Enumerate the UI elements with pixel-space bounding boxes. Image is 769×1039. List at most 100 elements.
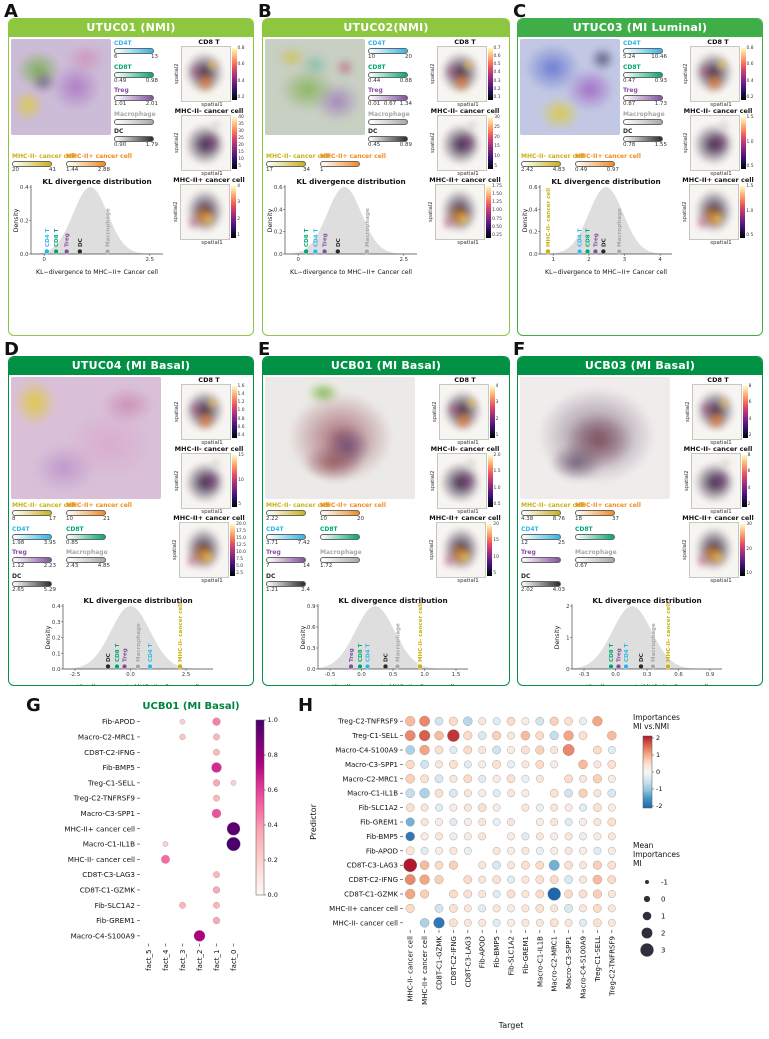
spatial-density-blob [457, 132, 477, 154]
colorbar-tick: 15 [238, 150, 244, 155]
importance-dot [478, 890, 487, 898]
colorbar-tick: 20 [746, 546, 752, 552]
svg-text:0: 0 [42, 257, 46, 263]
spatial-colorbar [488, 117, 494, 169]
kl-point-label: CD4 T [313, 228, 319, 247]
importance-dot [535, 745, 545, 755]
legend-tick: 41 [49, 167, 56, 173]
spatial-plot-title: MHC-II+ cancer cell [682, 514, 754, 522]
colorbar-tick: 17.5 [236, 529, 246, 534]
importance-dot [492, 789, 501, 798]
legend-macrophage: Macrophage 1.72 [320, 549, 372, 570]
legend-mhc-ii-cancer-cell: MHC-II- cancer cell 17 34 [266, 153, 329, 174]
spatial-xlabel: spatial1 [457, 578, 479, 584]
kl-point-label: CD4 T [148, 643, 154, 662]
legend-gradient-bar [114, 135, 154, 142]
importance-dot [420, 818, 429, 826]
svg-text:1: 1 [656, 751, 660, 759]
svg-text:4: 4 [658, 257, 662, 263]
importance-dot [564, 889, 573, 899]
kl-point-label: CD8 T [609, 643, 615, 662]
importance-dot [478, 918, 487, 927]
spatial-density-blob [699, 401, 715, 418]
legend-tick: 0.93 [654, 77, 667, 84]
spatial-colorbar [232, 117, 238, 169]
importance-dot [550, 760, 559, 769]
spatial-ylabel: spatial2 [682, 539, 689, 561]
importance-dot [579, 846, 587, 855]
importance-dot [521, 760, 530, 769]
spatial-colorbar-ticks: 8 6 4 2 [749, 384, 752, 438]
legend-tick: 0.44 [368, 77, 381, 84]
kl-point-label: Treg [123, 648, 129, 662]
legend-tick: 0.85 [66, 539, 79, 546]
colorbar-tick: 30 [238, 129, 244, 134]
importance-dot [449, 832, 458, 841]
importance-dot [435, 818, 443, 826]
svg-text:Fib-APOD: Fib-APOD [479, 936, 487, 968]
importance-dot [507, 789, 515, 798]
kl-point-label: CD8 T [586, 228, 592, 247]
tissue-region-blob [307, 381, 340, 404]
legend-gradient-bar [320, 510, 360, 516]
svg-text:0: 0 [661, 896, 665, 904]
legend-gradient-bar [266, 533, 306, 540]
panel-A-box: UTUC01 (NMI) CD4T 6 13 CD8T 0.49 0.98 Treg 1.01… [8, 18, 254, 336]
importance-dot [405, 716, 416, 727]
importance-dot [507, 746, 515, 754]
kl-point [335, 248, 341, 254]
importance-dot [607, 846, 616, 855]
spatial-colorbar-ticks: 0.7 0.6 0.5 0.4 0.3 0.2 0.1 [494, 46, 501, 100]
svg-text:0.9: 0.9 [307, 604, 316, 610]
svg-text:2.5: 2.5 [400, 257, 409, 263]
spatial-density-blob [711, 212, 724, 226]
legend-tick: 21 [103, 516, 110, 522]
colorbar-tick: 20 [494, 134, 500, 140]
panel-D: D UTUC04 (MI Basal) MHC-II- cancer cell 8… [4, 339, 256, 690]
legend-tick: 37 [612, 516, 619, 522]
svg-text:0.0: 0.0 [268, 891, 278, 899]
kl-point [114, 663, 120, 670]
factor-dot [161, 855, 170, 864]
svg-text:Fib-GREM1: Fib-GREM1 [522, 936, 530, 974]
spatial-colorbar-ticks: 4 3 2 1 [237, 184, 240, 238]
importance-dot [593, 760, 602, 769]
legend-tick: 0.67 [383, 101, 397, 107]
spatial-plot-row: spatial2 4 3 2 1 [432, 384, 498, 440]
importance-dot [520, 730, 531, 741]
svg-text:CD8T-C3-LAG3: CD8T-C3-LAG3 [464, 936, 472, 987]
tissue-region-blob [315, 82, 360, 121]
spatial-colorbar [487, 455, 493, 507]
legend-ticks: 20 41 [12, 167, 56, 174]
legend-gradient-bar [114, 48, 154, 54]
svg-text:KL−divergence to MHC−II+ Cance: KL−divergence to MHC−II+ Cancer cell [545, 269, 667, 276]
kl-point [177, 663, 183, 670]
legend-name: MHC-II+ cancer cell [575, 153, 641, 160]
factor-dot [212, 717, 221, 726]
legend-gradient-bar [12, 557, 52, 563]
spatial-plot-title: CD8 T [454, 38, 476, 46]
size-legend-dot [641, 927, 653, 939]
svg-text:Fib-BMP5: Fib-BMP5 [102, 763, 135, 772]
colorbar-tick: 10 [238, 477, 244, 483]
importance-dot [419, 874, 430, 885]
importance-dot [434, 904, 444, 913]
spatial-plot-title: CD8 T [198, 38, 220, 46]
spatial-xlabel: spatial1 [710, 102, 732, 108]
tissue-region-blob [540, 96, 580, 131]
kl-point-label: DC [106, 653, 112, 662]
colorbar-tick: 1.0 [237, 408, 245, 414]
spatial-plot-row: spatial2 8 6 4 2 [685, 384, 752, 440]
legend-treg: Treg 7 14 [266, 549, 318, 570]
legend-gradient-bar [114, 118, 154, 125]
svg-text:0.5: 0.5 [389, 672, 398, 678]
spatial-density-blob [458, 550, 471, 564]
legend-ticks: 0.47 0.93 [623, 78, 667, 85]
spatial-plot: MHC-II- cancer cell spatial2 8 6 4 2 spatial1 [684, 446, 753, 516]
kl-point [584, 248, 591, 254]
legend-name: MHC-II- cancer cell [12, 153, 76, 160]
importance-dot [449, 746, 458, 754]
importance-dot [550, 818, 559, 826]
spatial-colorbar [489, 386, 495, 438]
svg-text:2: 2 [656, 734, 660, 742]
